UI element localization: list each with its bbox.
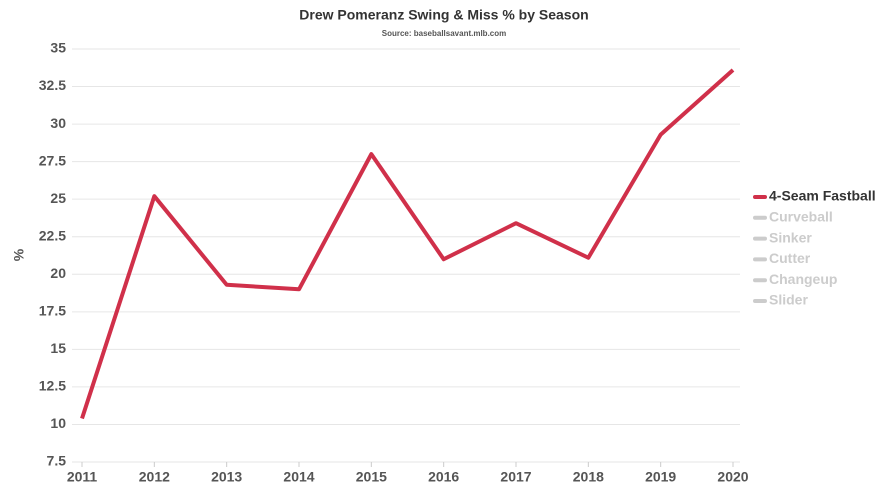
x-tick-label: 2017 xyxy=(500,469,531,485)
y-tick-label: 15 xyxy=(50,340,66,356)
y-tick-label: 12.5 xyxy=(39,378,66,394)
x-tick-label: 2020 xyxy=(717,469,748,485)
x-tick-label: 2019 xyxy=(645,469,676,485)
x-tick-label: 2013 xyxy=(211,469,242,485)
x-tick-label: 2018 xyxy=(573,469,604,485)
legend-label[interactable]: Sinker xyxy=(769,229,812,245)
x-tick-label: 2015 xyxy=(356,469,387,485)
y-tick-label: 17.5 xyxy=(39,303,66,319)
chart-title: Drew Pomeranz Swing & Miss % by Season xyxy=(299,7,588,23)
legend-label[interactable]: Curveball xyxy=(769,209,833,225)
y-tick-label: 20 xyxy=(50,265,66,281)
y-tick-label: 27.5 xyxy=(39,152,66,168)
legend-label[interactable]: Slider xyxy=(769,292,808,308)
y-tick-label: 35 xyxy=(50,40,66,56)
legend-label[interactable]: Changeup xyxy=(769,271,837,287)
y-tick-label: 30 xyxy=(50,115,66,131)
legend-label[interactable]: 4-Seam Fastball xyxy=(769,188,876,204)
y-tick-label: 10 xyxy=(50,415,66,431)
x-tick-label: 2014 xyxy=(283,469,314,485)
legend-label[interactable]: Cutter xyxy=(769,250,811,266)
y-tick-label: 22.5 xyxy=(39,227,66,243)
chart-subtitle: Source: baseballsavant.mlb.com xyxy=(382,29,507,38)
x-tick-label: 2011 xyxy=(67,469,98,485)
y-tick-label: 7.5 xyxy=(47,453,67,469)
line xyxy=(80,68,735,420)
y-tick-label: 32.5 xyxy=(39,77,66,93)
x-tick-label: 2012 xyxy=(139,469,170,485)
y-tick-label: 25 xyxy=(50,190,66,206)
y-axis-label: % xyxy=(11,248,27,261)
x-tick-label: 2016 xyxy=(428,469,459,485)
